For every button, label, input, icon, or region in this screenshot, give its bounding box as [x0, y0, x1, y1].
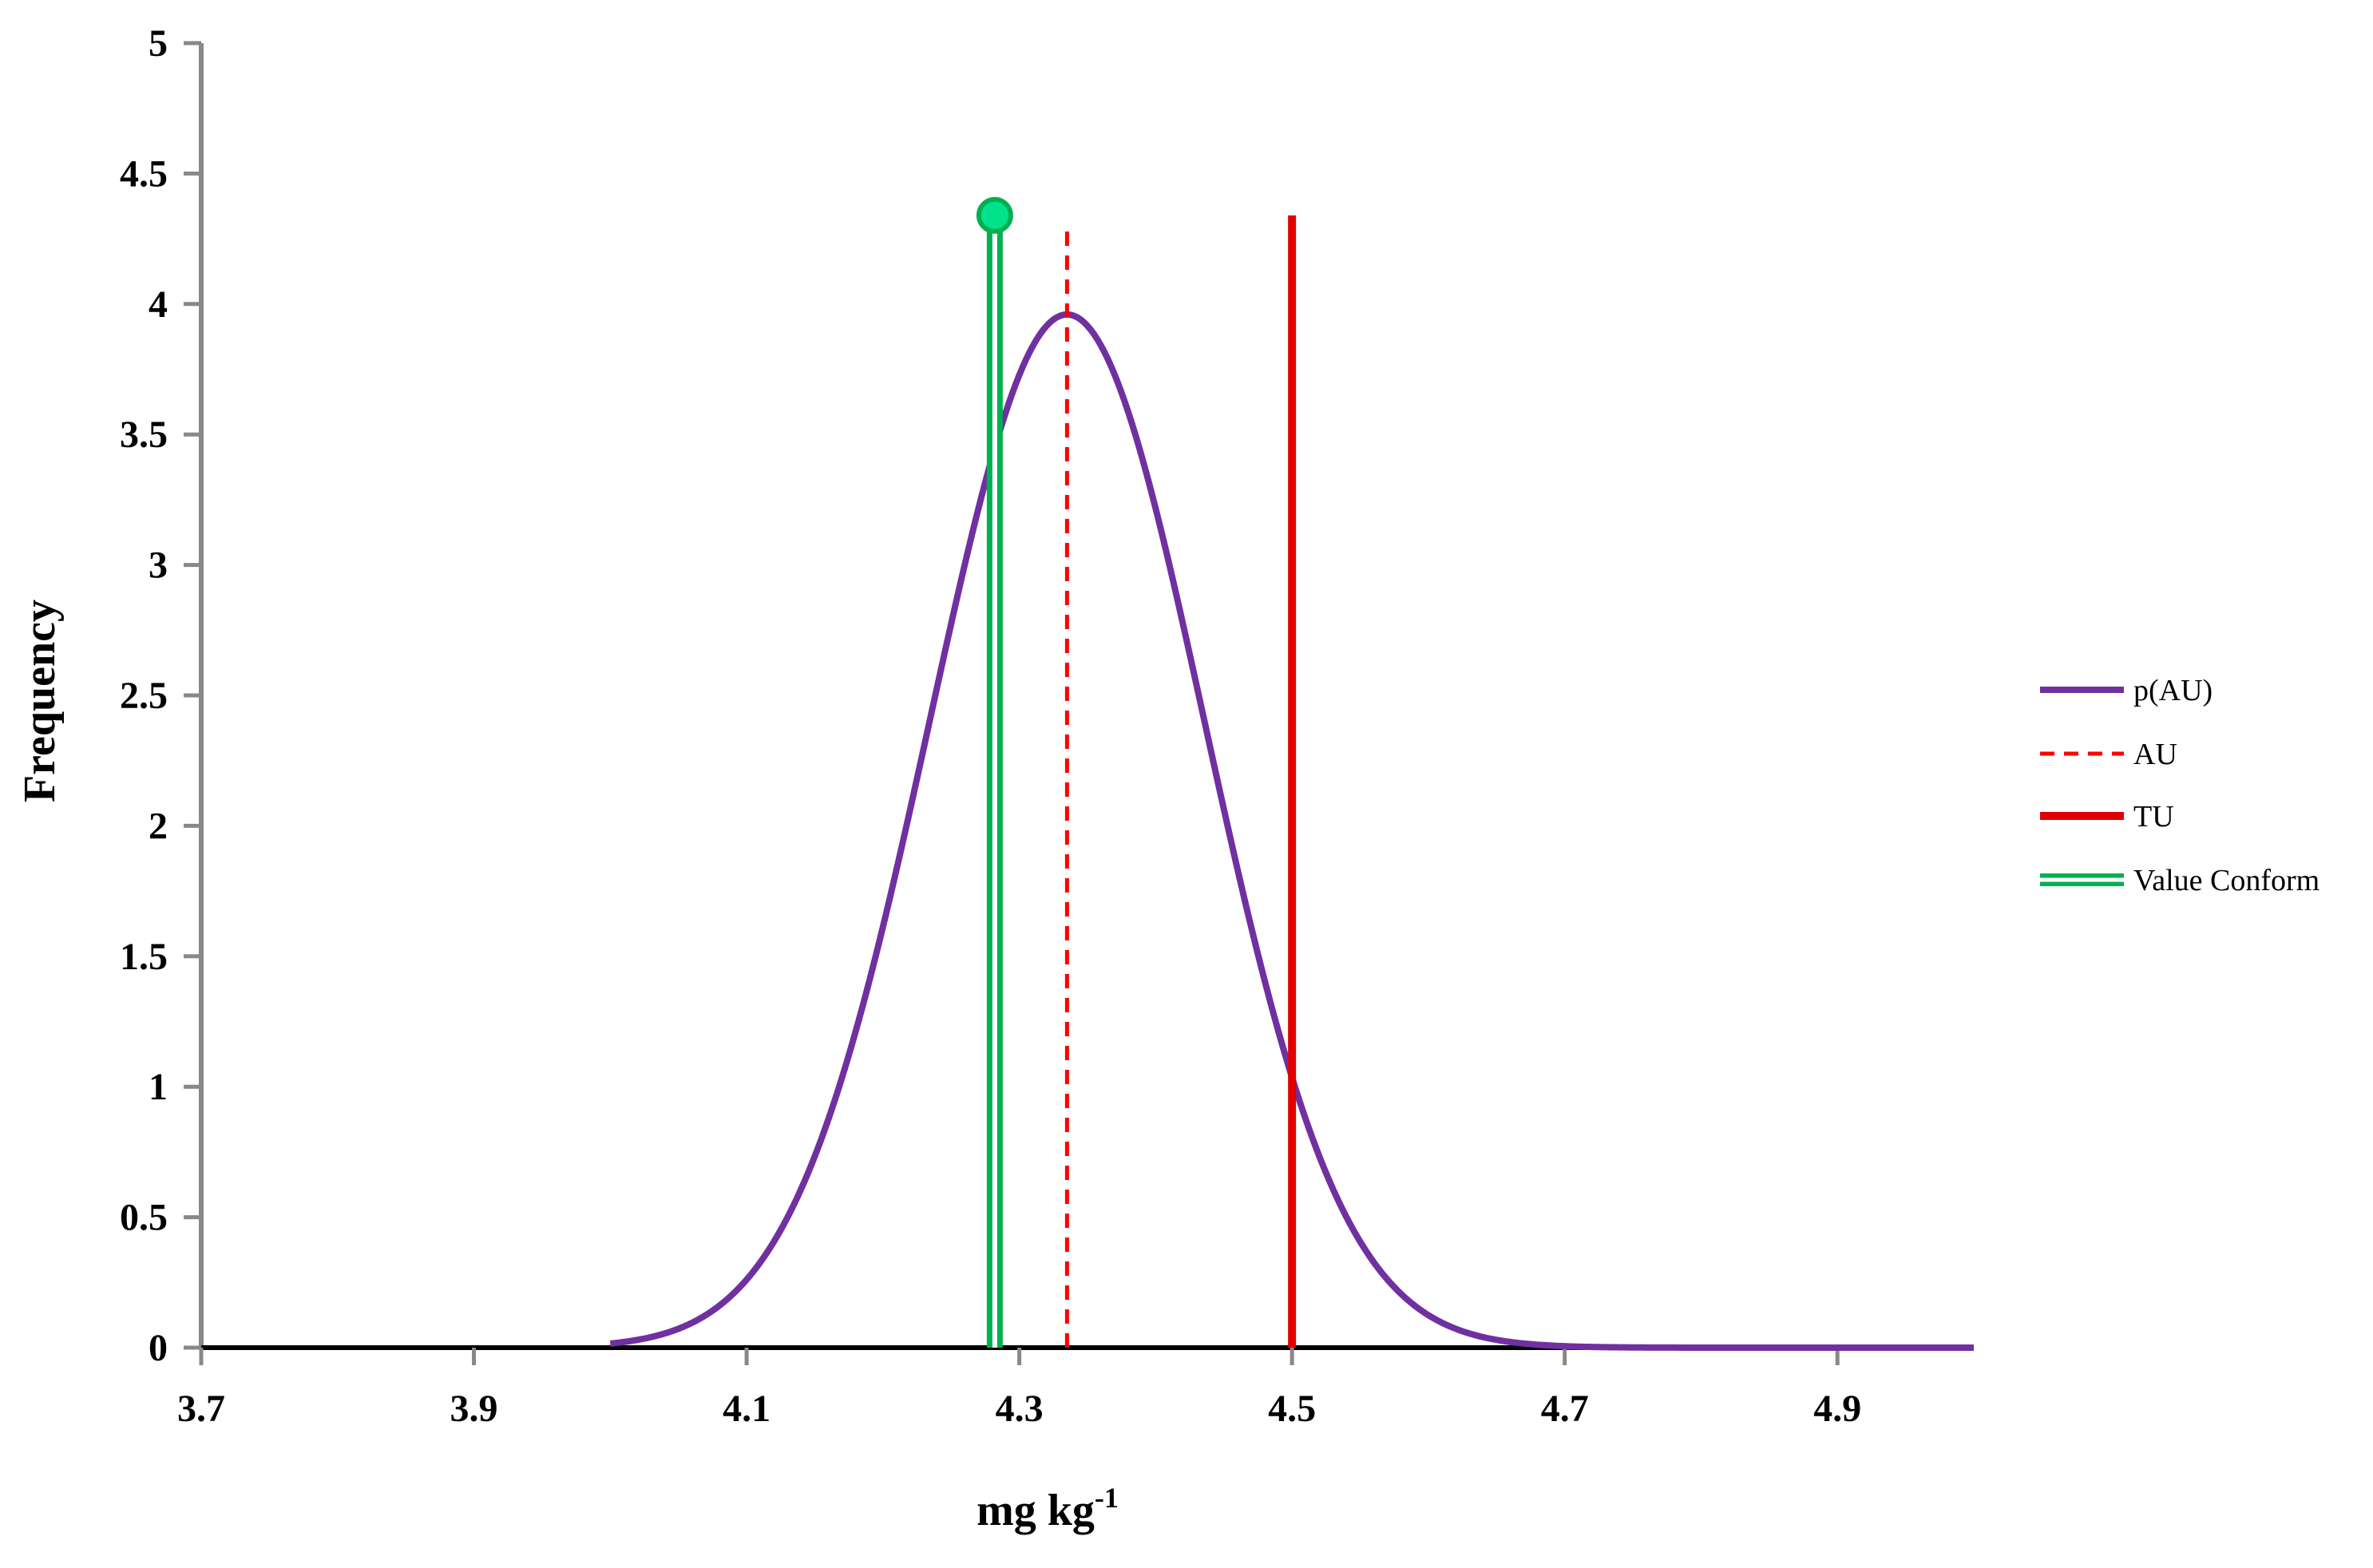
y-tick-label: 2	[149, 805, 168, 847]
series-value-conform-marker	[976, 196, 1013, 234]
plot-area	[609, 196, 1974, 1351]
x-tick-label: 3.7	[177, 1388, 225, 1430]
legend-label: Value Conform	[2133, 864, 2320, 897]
y-tick-label: 2.5	[120, 675, 168, 717]
y-tick-label: 1	[149, 1066, 168, 1108]
x-axis-title-main: mg kg	[977, 1486, 1095, 1535]
x-tick-label: 4.5	[1268, 1388, 1316, 1430]
y-tick-label: 4.5	[120, 152, 168, 195]
y-tick-label: 1.5	[120, 936, 168, 978]
y-tick-label: 4	[149, 283, 168, 326]
y-tick-label: 0	[149, 1327, 168, 1369]
y-tick-label: 3.5	[120, 414, 168, 456]
y-tick-label: 0.5	[120, 1197, 168, 1239]
legend-label: AU	[2133, 738, 2177, 771]
x-tick-label: 4.3	[996, 1388, 1044, 1430]
x-tick-label: 4.7	[1541, 1388, 1589, 1430]
legend: p(AU) AU TU Value Conform	[2040, 674, 2320, 897]
y-axis: 0 0.5 1 1.5 2 2.5 3 3.5 4 4.5 5	[120, 22, 204, 1369]
x-tick-label: 4.1	[723, 1388, 771, 1430]
y-axis-title: Frequency	[15, 600, 65, 802]
x-axis-title-superscript: -1	[1095, 1482, 1119, 1514]
x-tick-label: 4.9	[1813, 1388, 1861, 1430]
y-tick-label: 5	[149, 22, 168, 65]
x-tick-label: 3.9	[450, 1388, 498, 1430]
x-axis-title: mg kg-1	[977, 1482, 1119, 1535]
x-axis: 3.7 3.9 4.1 4.3 4.5 4.7 4.9	[177, 1345, 1974, 1430]
y-tick-label: 3	[149, 544, 168, 587]
legend-label: p(AU)	[2133, 674, 2213, 707]
legend-label: TU	[2133, 800, 2174, 833]
